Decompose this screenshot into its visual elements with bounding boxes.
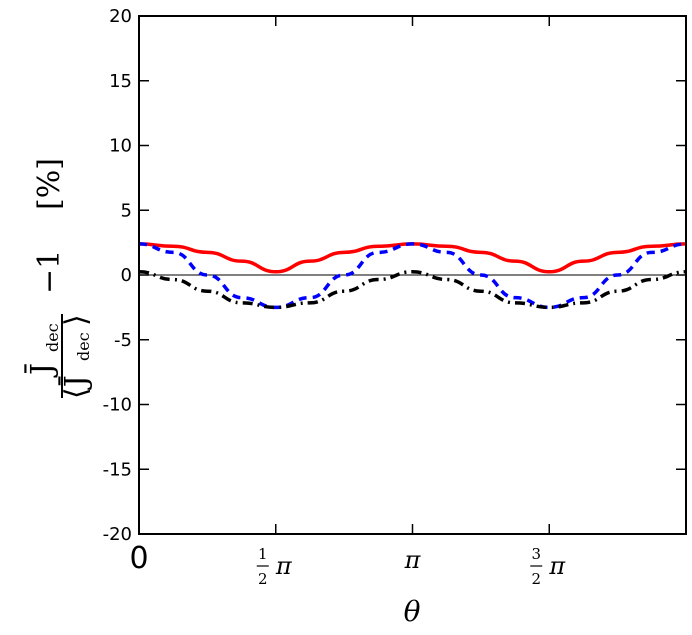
y-tick-label: 0 [121, 265, 132, 286]
y-tick-label: -5 [114, 330, 132, 351]
y-axis-label-unit: [%] [32, 158, 67, 210]
y-tick-label: -10 [103, 395, 132, 416]
y-axis-label-denominator: ⟨J̄ [58, 375, 94, 399]
series-line-3-dashdot [139, 270, 686, 310]
y-axis-label-numerator-sub: dec [43, 323, 62, 352]
y-axis-ticks: 20 15 10 5 0 -5 -10 -15 -20 [103, 6, 686, 545]
x-tick-label-numerator: 1 [258, 545, 268, 563]
x-axis-label: θ [404, 595, 421, 628]
x-tick-label-numerator: 3 [531, 545, 541, 563]
x-axis-ticks: 0 12 π π 32 π [129, 16, 566, 588]
y-tick-label: 20 [109, 6, 132, 27]
x-tick-label-symbol: π [275, 552, 293, 580]
y-axis-label-group: J̄ dec ⟨J̄ dec ⟩ −1 [%] [24, 158, 94, 399]
x-tick-label-symbol: π [548, 552, 566, 580]
y-tick-label: -20 [103, 524, 132, 545]
series-line-2-dashed [139, 242, 686, 310]
y-tick-label: 5 [121, 200, 132, 221]
series-layer [139, 242, 686, 310]
y-axis-label-numerator: J̄ [24, 363, 60, 378]
x-tick-label: 0 [129, 541, 148, 576]
y-tick-label: 15 [109, 71, 132, 92]
y-axis-label-minus-one: −1 [32, 250, 67, 294]
x-tick-label-denominator: 2 [258, 570, 268, 588]
series-line-1-solid [139, 242, 686, 274]
y-tick-label: -15 [103, 459, 132, 480]
y-axis-label-denominator-close: ⟩ [59, 314, 94, 326]
x-tick-label: π [404, 546, 422, 574]
y-axis-label-denominator-sub: dec [74, 332, 93, 361]
x-axis-label-group: θ [404, 595, 421, 628]
x-tick-label-denominator: 2 [531, 570, 541, 588]
y-tick-label: 10 [109, 136, 132, 157]
